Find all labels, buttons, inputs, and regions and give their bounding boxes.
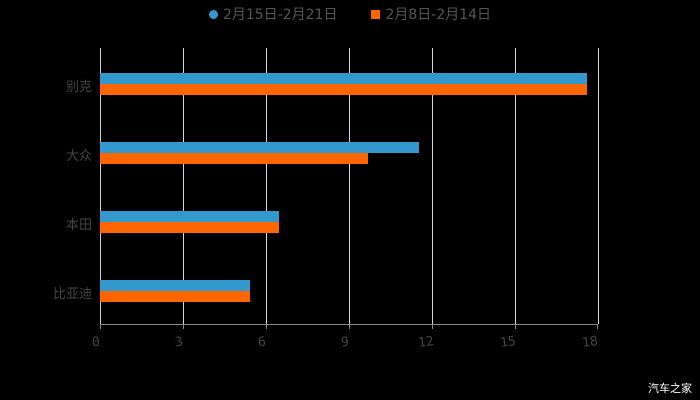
gridline-0 xyxy=(100,48,101,324)
bar-volkswagen-series2[interactable] xyxy=(100,153,368,164)
legend-marker-blue-icon xyxy=(208,9,218,19)
x-tick-label: 12 xyxy=(417,333,435,352)
x-tick xyxy=(432,324,433,329)
gridline-15 xyxy=(515,48,516,324)
x-tick-label: 6 xyxy=(257,334,267,351)
bar-byd-series1[interactable] xyxy=(100,280,250,291)
chart-legend: 2月15日-2月21日 2月8日-2月14日 xyxy=(0,4,700,24)
watermark: 汽车之家 xyxy=(648,382,692,395)
bar-honda-series1[interactable] xyxy=(100,211,279,222)
category-label-byd: 比亚迪 xyxy=(52,287,92,302)
legend-label-series2: 2月8日-2月14日 xyxy=(385,7,492,23)
legend-marker-orange-icon xyxy=(371,9,381,19)
bar-volkswagen-series1[interactable] xyxy=(100,142,419,153)
bar-buick-series2[interactable] xyxy=(100,84,587,95)
x-tick xyxy=(515,324,516,329)
x-tick-label: 15 xyxy=(499,333,517,352)
category-label-honda: 本田 xyxy=(65,218,92,233)
x-tick xyxy=(100,324,101,329)
x-tick-label: 9 xyxy=(340,334,350,351)
gridline-12 xyxy=(432,48,433,324)
x-tick xyxy=(597,324,598,329)
x-tick xyxy=(266,324,267,329)
x-tick-label: 0 xyxy=(91,334,101,351)
gridline-3 xyxy=(183,48,184,324)
bar-honda-series2[interactable] xyxy=(100,222,279,233)
legend-item-series2[interactable]: 2月8日-2月14日 xyxy=(371,4,491,24)
bar-buick-series1[interactable] xyxy=(100,73,587,84)
legend-item-series1[interactable]: 2月15日-2月21日 xyxy=(208,4,338,24)
gridline-18 xyxy=(598,48,599,324)
gridline-9 xyxy=(349,48,350,324)
x-tick xyxy=(349,324,350,329)
category-label-buick: 别克 xyxy=(65,80,92,95)
gridline-6 xyxy=(266,48,267,324)
x-tick-label: 18 xyxy=(581,333,599,352)
bar-byd-series2[interactable] xyxy=(100,291,250,302)
x-tick-label: 3 xyxy=(174,334,184,351)
category-label-volkswagen: 大众 xyxy=(65,149,92,164)
x-tick xyxy=(183,324,184,329)
plot-area xyxy=(100,48,599,324)
legend-label-series1: 2月15日-2月21日 xyxy=(222,7,338,23)
